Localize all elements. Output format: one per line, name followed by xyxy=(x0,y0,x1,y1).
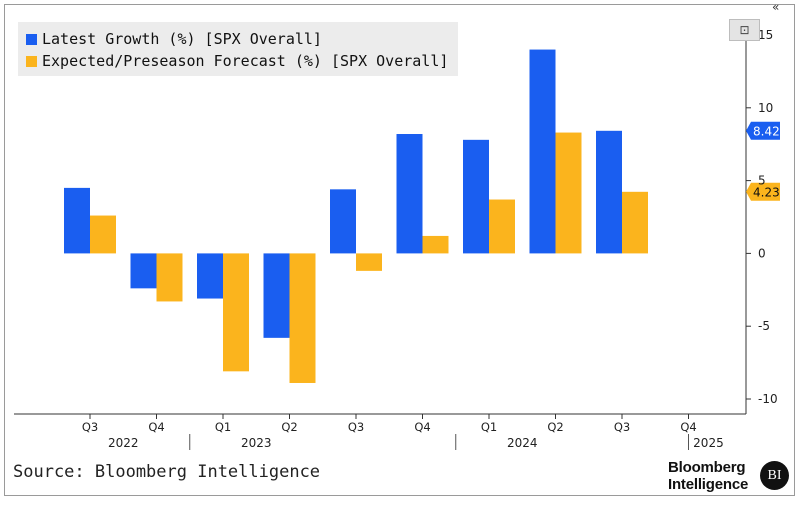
collapse-icon[interactable]: « xyxy=(772,0,780,14)
x-tick-label-8: Q3 xyxy=(614,420,630,434)
x-tick-label-7: Q2 xyxy=(547,420,563,434)
bar-latest-3 xyxy=(263,253,290,338)
last-value-label-1: 4.23 xyxy=(753,185,780,199)
brand-line-1: Bloomberg xyxy=(668,459,746,476)
bar-expected-4 xyxy=(356,253,382,271)
year-label-0: 2022 xyxy=(108,436,139,450)
bar-latest-6 xyxy=(463,139,489,254)
last-value-tag-1 xyxy=(746,182,780,201)
axes xyxy=(14,22,780,450)
legend-swatch-latest xyxy=(26,33,37,45)
year-label-2: 2024 xyxy=(507,436,538,450)
bar-latest-0 xyxy=(64,187,90,254)
bar-expected-3 xyxy=(289,253,316,383)
bar-latest-1 xyxy=(130,253,157,289)
x-tick-label-2: Q1 xyxy=(215,420,231,434)
legend-label-expected: Expected/Preseason Forecast (%) [SPX Ove… xyxy=(42,52,449,70)
source-text: Source: Bloomberg Intelligence xyxy=(13,462,321,482)
bar-expected-8 xyxy=(622,191,648,254)
bar-expected-7 xyxy=(555,132,582,254)
x-tick-label-5: Q4 xyxy=(414,420,430,434)
y-tick-label-5: -10 xyxy=(758,392,778,406)
legend: Latest Growth (%) [SPX Overall] Expected… xyxy=(18,22,459,76)
y-tick-label-2: 5 xyxy=(758,174,766,188)
last-value-tag-0 xyxy=(746,121,780,140)
bar-latest-2 xyxy=(197,253,223,299)
bar-latest-5 xyxy=(396,134,423,254)
y-tick-label-3: 0 xyxy=(758,246,766,260)
year-label-1: 2023 xyxy=(241,436,272,450)
legend-swatch-expected xyxy=(26,55,37,67)
bi-logo-icon: BI xyxy=(760,461,789,490)
brand-logo-text: Bloomberg Intelligence xyxy=(668,459,748,493)
zoom-icon[interactable]: ⊡ xyxy=(729,19,760,41)
y-tick-label-1: 10 xyxy=(758,101,773,115)
y-tick-label-0: 15 xyxy=(758,28,773,42)
bar-expected-6 xyxy=(489,199,515,254)
y-tick-label-4: -5 xyxy=(758,319,770,333)
x-tick-label-4: Q3 xyxy=(348,420,364,434)
bar-expected-0 xyxy=(90,215,116,254)
x-tick-label-9: Q4 xyxy=(680,420,696,434)
legend-label-latest: Latest Growth (%) [SPX Overall] xyxy=(42,30,322,48)
bar-expected-1 xyxy=(156,253,183,302)
last-value-label-0: 8.42 xyxy=(753,124,780,138)
latest-growth-series xyxy=(64,49,622,338)
legend-item-expected[interactable]: Expected/Preseason Forecast (%) [SPX Ove… xyxy=(26,50,448,72)
tick-labels: 15 10 5 0 -5 -10 8.42 4.23 Q3 Q4 Q1 Q2 Q3 Q4 Q1 Q2 Q3 Q4 2… xyxy=(82,28,780,450)
bar-latest-7 xyxy=(529,49,556,254)
x-tick-label-1: Q4 xyxy=(148,420,164,434)
bar-latest-4 xyxy=(330,189,356,254)
legend-item-latest[interactable]: Latest Growth (%) [SPX Overall] xyxy=(26,28,448,50)
x-tick-label-0: Q3 xyxy=(82,420,98,434)
bar-expected-2 xyxy=(223,253,249,372)
bar-expected-5 xyxy=(422,235,449,254)
brand-line-2: Intelligence xyxy=(668,476,749,493)
x-tick-label-6: Q1 xyxy=(481,420,497,434)
bar-latest-8 xyxy=(596,130,622,254)
expected-forecast-series xyxy=(90,132,648,383)
year-label-3: 2025 xyxy=(693,436,724,450)
x-tick-label-3: Q2 xyxy=(281,420,297,434)
